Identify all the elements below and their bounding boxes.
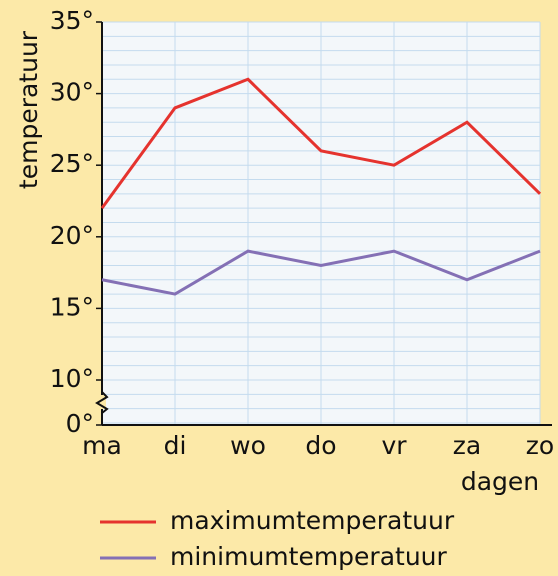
line-series <box>101 249 541 296</box>
legend-label: maximumtemperatuur <box>170 506 455 535</box>
y-tick-label: 20° <box>50 221 94 250</box>
x-tick-label: ma <box>82 431 122 460</box>
y-tick-label: 25° <box>50 149 94 178</box>
line-series <box>100 77 542 210</box>
y-tick-label: 15° <box>50 292 94 321</box>
x-tick-label: wo <box>230 431 266 460</box>
y-tick-label: 10° <box>50 364 94 393</box>
legend-label: minimumtemperatuur <box>170 542 448 571</box>
axis-break <box>95 391 109 414</box>
x-tick-label: za <box>453 431 481 460</box>
x-tick-label: zo <box>526 431 554 460</box>
axis-break-gap <box>98 395 106 409</box>
x-axis-label: dagen <box>461 467 539 496</box>
y-tick-label: 0° <box>66 409 94 438</box>
x-tick-label: vr <box>381 431 407 460</box>
y-axis-label: temperatuur <box>14 30 43 189</box>
x-tick-label: do <box>305 431 336 460</box>
y-tick-label: 30° <box>50 78 94 107</box>
x-tick-label: di <box>164 431 187 460</box>
y-tick-label: 35° <box>50 6 94 35</box>
